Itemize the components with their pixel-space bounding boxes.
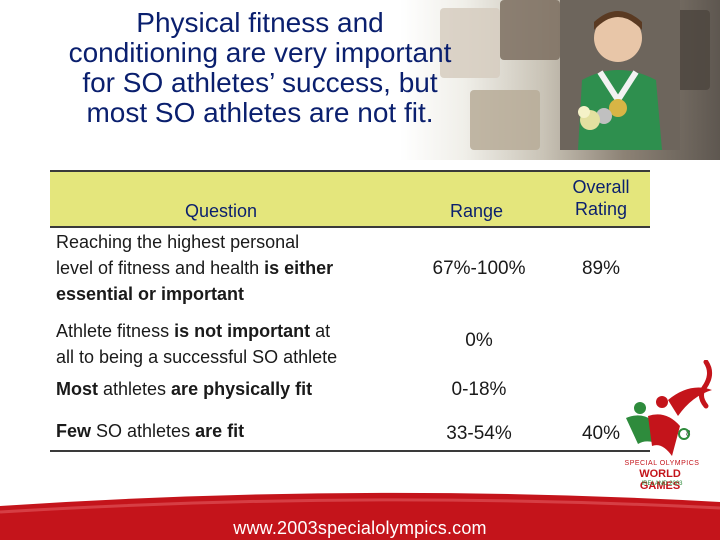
title-line: for SO athletes’ success, but <box>82 67 438 98</box>
question-text: athletes <box>98 379 172 399</box>
header-question: Question <box>185 201 258 221</box>
footer-banner <box>0 488 720 540</box>
table-row-question: Few SO athletes are fit <box>56 418 406 444</box>
special-olympics-logo-icon <box>626 360 712 456</box>
question-emphasis: are physically fit <box>171 379 313 399</box>
question-emphasis: essential or important <box>56 284 245 304</box>
question-emphasis: is not important <box>174 321 311 341</box>
header-overall-line: Rating <box>574 199 628 219</box>
header-overall-rating: Overall Rating <box>566 176 636 220</box>
header-overall-line: Overall <box>572 177 630 197</box>
question-emphasis: Most <box>56 379 98 399</box>
table-row-question: Reaching the highest personal level of f… <box>56 229 406 307</box>
question-text: level of fitness and health <box>56 258 265 278</box>
table-row-question: Athlete fitness is not important at all … <box>56 318 406 370</box>
question-emphasis: is either <box>264 258 334 278</box>
footer-website-link[interactable]: www.2003specialolympics.com <box>233 518 487 538</box>
question-text: SO athletes <box>91 421 196 441</box>
logo-text: WORLD GAMES <box>639 468 681 492</box>
header-range: Range <box>450 201 504 221</box>
range-value: 0% <box>465 330 493 351</box>
range-value: 67%-100% <box>432 258 526 279</box>
title-line: conditioning are very important <box>68 37 452 68</box>
footer-swoosh <box>0 492 720 540</box>
question-text: Reaching the highest personal <box>56 232 300 252</box>
athlete-photo <box>560 0 680 150</box>
question-text: at <box>310 321 331 341</box>
title-line: most SO athletes are not fit. <box>86 97 434 128</box>
question-emphasis: are fit <box>195 421 245 441</box>
collage-photo <box>500 0 560 60</box>
logo-text: IRELAND 2003 <box>641 481 683 487</box>
question-text: all to being a successful SO athlete <box>56 347 338 367</box>
logo-text: SPECIAL OLYMPICS <box>624 460 700 467</box>
table-header: Question Range Overall Rating <box>50 170 650 228</box>
range-value: 0-18% <box>451 379 507 400</box>
range-value: 33-54% <box>446 423 512 444</box>
overall-rating-value: 89% <box>581 258 621 279</box>
question-emphasis: Few <box>56 421 92 441</box>
overall-rating-value: 40% <box>581 423 621 444</box>
collage-photo <box>440 8 500 78</box>
table-bottom-rule <box>50 450 650 452</box>
table-row-question: Most athletes are physically fit <box>56 376 406 402</box>
collage-photo <box>470 90 540 150</box>
question-text: Athlete fitness <box>56 321 175 341</box>
slide-title: Physical fitness and conditioning are ve… <box>10 8 510 128</box>
title-line: Physical fitness and <box>136 7 384 38</box>
